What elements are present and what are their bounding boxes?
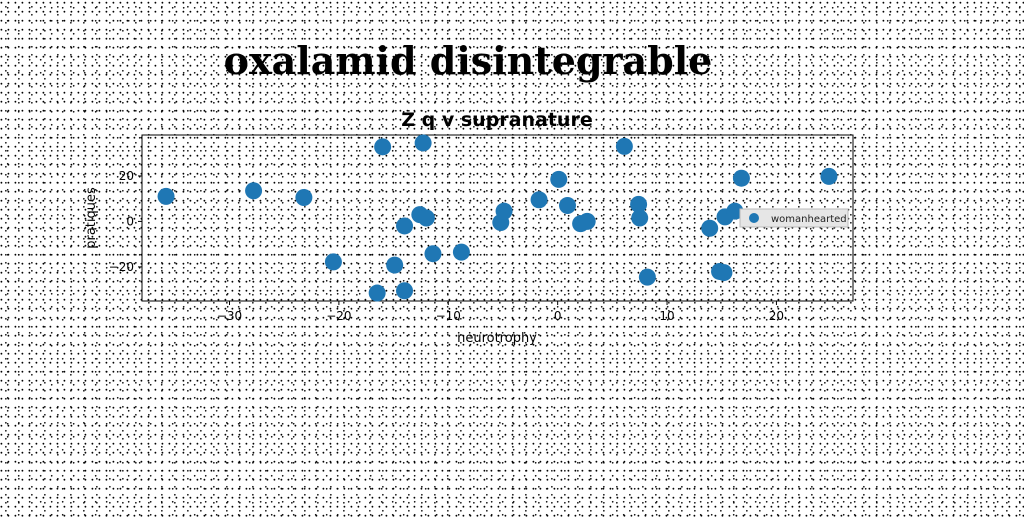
scatter-point (559, 196, 577, 214)
scatter-point (578, 212, 596, 230)
scatter-point (615, 137, 633, 155)
scatter-point (726, 202, 744, 220)
x-tick-label: −10 (436, 309, 461, 323)
x-tick-label: 0 (554, 309, 562, 323)
y-axis-label: pratiques (84, 187, 99, 249)
legend-marker (749, 213, 759, 223)
scatter-point (324, 253, 342, 271)
scatter-point (452, 243, 470, 261)
scatter-point (368, 284, 386, 302)
x-axis-label: neurotrophy (457, 331, 537, 346)
scatter-point (245, 182, 263, 200)
scatter-point (701, 219, 719, 237)
chart-title: Z q v supranature (401, 109, 592, 131)
scatter-point (417, 209, 435, 227)
scatter-point (396, 282, 414, 300)
scatter-point (638, 268, 656, 286)
y-tick-label: −20 (109, 260, 134, 274)
scatter-point (715, 264, 733, 282)
scatter-point (396, 217, 414, 235)
x-tick-label: 10 (659, 309, 674, 323)
legend-box (739, 208, 849, 228)
scatter-point (630, 195, 648, 213)
scatter-point (157, 187, 175, 205)
y-axis: −20 0 20 (109, 169, 142, 274)
scatter-point (820, 167, 838, 185)
scatter-point (414, 134, 432, 152)
scatter-point (631, 209, 649, 227)
legend-label: womanhearted (771, 214, 847, 225)
scatter-point (732, 169, 750, 187)
plot-area (141, 134, 854, 302)
scatter-point (550, 170, 568, 188)
x-tick-label: −20 (326, 309, 351, 323)
scatter-point (386, 256, 404, 274)
scatter-point (424, 245, 442, 263)
page-title: oxalamid disintegrable (223, 38, 713, 83)
x-axis: −30 −20 −10 0 10 20 (217, 301, 784, 323)
data-points (157, 134, 838, 302)
y-tick-label: 0 (126, 214, 134, 228)
x-tick-label: −30 (217, 309, 242, 323)
scatter-point (495, 202, 513, 220)
scatter-point (530, 191, 548, 209)
x-tick-label: 20 (769, 309, 784, 323)
scatter-point (295, 189, 313, 207)
legend: womanhearted (739, 208, 849, 228)
scatter-point (374, 138, 392, 156)
y-tick-label: 20 (119, 169, 134, 183)
